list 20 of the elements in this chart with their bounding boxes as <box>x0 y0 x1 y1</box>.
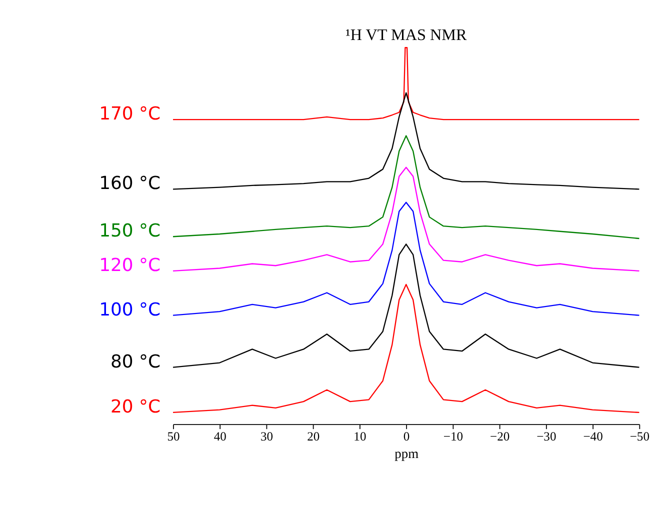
series-label: 80 °C <box>110 351 160 372</box>
x-tick-label: 0 <box>403 430 410 444</box>
series-label: 120 °C <box>99 254 160 276</box>
series-label: 150 °C <box>99 220 160 242</box>
series-label: 170 °C <box>99 104 160 125</box>
x-tick-label: −20 <box>490 430 510 444</box>
x-tick-label: −50 <box>630 430 650 444</box>
x-axis-title: ppm <box>394 446 420 461</box>
x-tick-label: 10 <box>354 430 366 444</box>
x-tick-label: −10 <box>443 430 463 444</box>
x-tick-label: 20 <box>307 430 320 444</box>
x-tick-label: −30 <box>536 430 556 444</box>
x-tick-label: 50 <box>167 430 180 444</box>
series-label: 20 °C <box>110 396 160 418</box>
x-tick-label: 40 <box>214 430 226 444</box>
x-tick-label: 30 <box>260 430 273 444</box>
series-label: 100 °C <box>99 299 160 320</box>
chart-title: ¹H VT MAS NMR <box>346 26 467 44</box>
series-label: 160 °C <box>99 173 160 194</box>
x-tick-label: −40 <box>583 430 603 444</box>
